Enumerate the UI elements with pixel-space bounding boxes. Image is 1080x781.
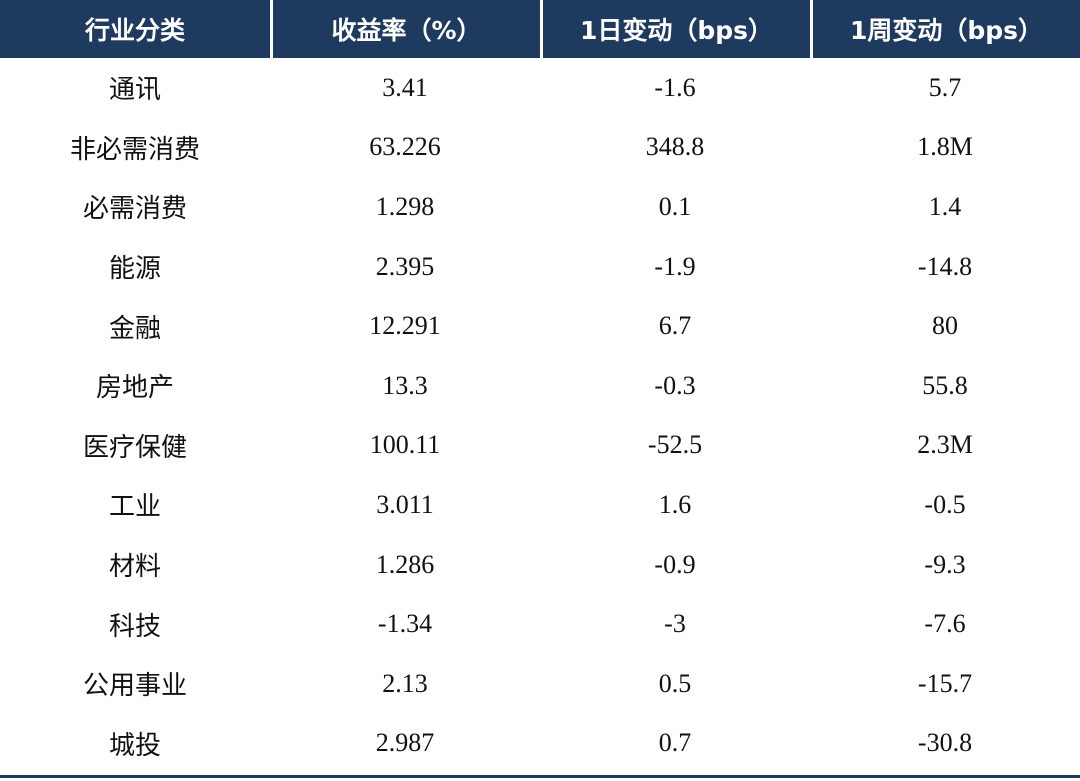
cell-sector: 城投 (108, 730, 161, 761)
table-row: 城投 2.987 0.7 -30.8 (0, 714, 1080, 774)
table-row: 能源 2.395 -1.9 -14.8 (0, 237, 1080, 297)
cell-change-1w: -7.6 (924, 609, 966, 639)
cell-change-1w: -30.8 (917, 728, 973, 758)
header-row: 行业分类 收益率（%） 1日变动（bps） 1周变动（bps） (0, 0, 1080, 58)
cell-sector: 材料 (108, 552, 161, 583)
cell-change-1d: -1.6 (654, 72, 696, 102)
table-row: 必需消费 1.298 0.1 1.4 (0, 177, 1080, 237)
cell-yield: 3.011 (376, 489, 434, 519)
cell-change-1d: 0.5 (658, 668, 692, 698)
cell-change-1w: 55.8 (922, 370, 968, 400)
cell-yield: 2.13 (382, 668, 428, 698)
cell-change-1w: -14.8 (917, 251, 973, 281)
cell-yield: 1.298 (375, 191, 435, 221)
header-1w-change: 1周变动（bps） (810, 0, 1080, 58)
cell-yield: 2.395 (375, 251, 435, 281)
cell-yield: 12.291 (369, 311, 441, 341)
table-row: 非必需消费 63.226 348.8 1.8M (0, 118, 1080, 178)
cell-sector: 医疗保健 (82, 432, 187, 463)
cell-sector: 公用事业 (82, 671, 187, 702)
cell-change-1w: -9.3 (924, 549, 966, 579)
cell-change-1w: 1.4 (928, 191, 962, 221)
cell-sector: 通讯 (108, 75, 161, 106)
cell-change-1d: 0.1 (658, 191, 692, 221)
table-row: 科技 -1.34 -3 -7.6 (0, 594, 1080, 654)
table-row: 房地产 13.3 -0.3 55.8 (0, 356, 1080, 416)
cell-yield: 63.226 (369, 132, 441, 162)
cell-yield: -1.34 (377, 609, 433, 639)
cell-yield: 13.3 (382, 370, 428, 400)
cell-change-1w: 2.3M (917, 430, 973, 460)
cell-yield: 3.41 (382, 72, 428, 102)
cell-change-1d: 1.6 (658, 489, 692, 519)
cell-change-1d: -1.9 (654, 251, 696, 281)
cell-change-1d: 6.7 (658, 311, 692, 341)
cell-change-1d: -52.5 (647, 430, 703, 460)
cell-change-1d: -3 (664, 609, 686, 639)
header-sector: 行业分类 (0, 0, 270, 58)
cell-sector: 科技 (108, 611, 161, 642)
cell-yield: 2.987 (375, 728, 435, 758)
table-header: 行业分类 收益率（%） 1日变动（bps） 1周变动（bps） (0, 0, 1080, 58)
cell-yield: 1.286 (375, 549, 435, 579)
cell-sector: 能源 (108, 254, 161, 285)
cell-change-1w: 1.8M (917, 132, 973, 162)
cell-change-1w: 5.7 (928, 72, 962, 102)
table-bottom-rule (0, 775, 1080, 778)
cell-sector: 工业 (108, 492, 161, 523)
table-row: 金融 12.291 6.7 80 (0, 296, 1080, 356)
table-row: 公用事业 2.13 0.5 -15.7 (0, 654, 1080, 714)
cell-change-1d: -0.9 (654, 549, 696, 579)
cell-sector: 非必需消费 (69, 134, 200, 165)
cell-yield: 100.11 (369, 430, 441, 460)
table-row: 工业 3.011 1.6 -0.5 (0, 475, 1080, 535)
table-row: 材料 1.286 -0.9 -9.3 (0, 535, 1080, 595)
cell-change-1w: -0.5 (924, 489, 966, 519)
cell-change-1w: -15.7 (917, 668, 973, 698)
cell-sector: 必需消费 (82, 194, 187, 225)
cell-change-1d: 348.8 (645, 132, 705, 162)
cell-change-1w: 80 (932, 311, 958, 341)
header-yield: 收益率（%） (270, 0, 540, 58)
cell-sector: 金融 (108, 313, 161, 344)
table-body: 通讯 3.41 -1.6 5.7 非必需消费 63.226 348.8 1.8M 必需消费 1.2… (0, 58, 1080, 773)
header-1d-change: 1日变动（bps） (540, 0, 810, 58)
table-row: 医疗保健 100.11 -52.5 2.3M (0, 416, 1080, 476)
cell-change-1d: -0.3 (654, 370, 696, 400)
table-row: 通讯 3.41 -1.6 5.7 (0, 58, 1080, 118)
cell-sector: 房地产 (95, 373, 174, 404)
cell-change-1d: 0.7 (658, 728, 692, 758)
